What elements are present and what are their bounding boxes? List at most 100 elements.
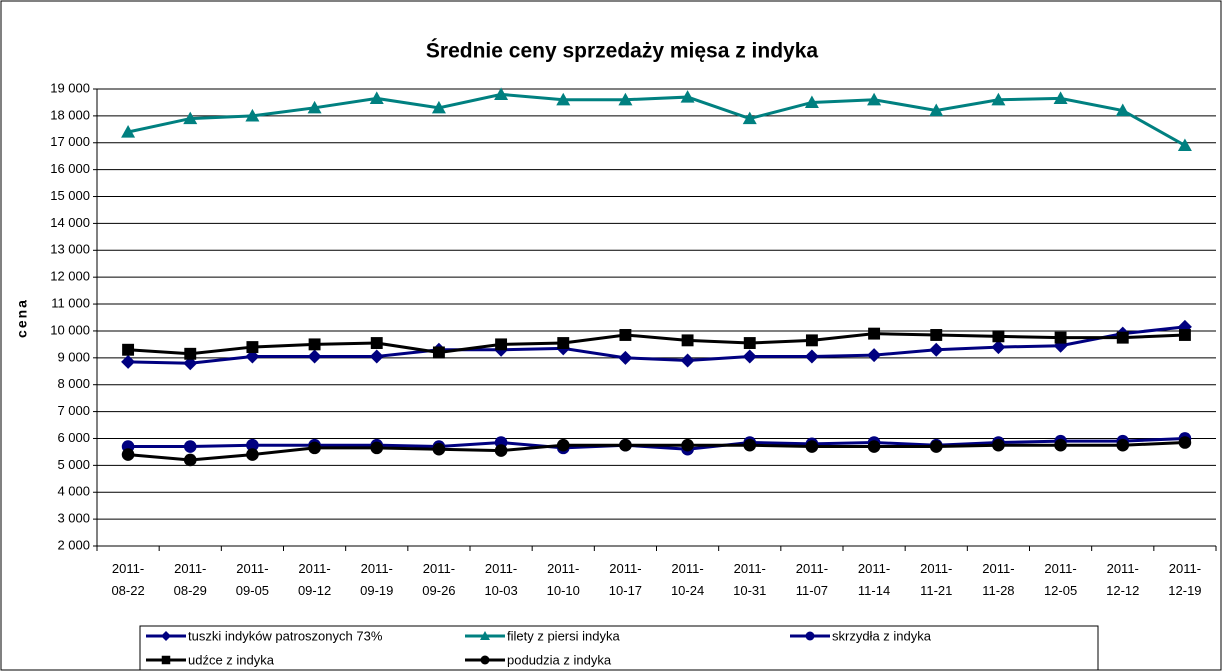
y-tick-label: 4 000 — [57, 484, 90, 499]
marker — [805, 334, 818, 347]
marker — [991, 92, 1006, 106]
marker — [804, 95, 819, 109]
marker — [1178, 329, 1191, 341]
marker — [743, 337, 756, 349]
marker — [991, 340, 1006, 355]
marker — [1116, 438, 1130, 452]
marker — [370, 337, 383, 349]
y-tick-label: 6 000 — [57, 430, 90, 445]
marker — [246, 448, 259, 461]
marker — [1115, 103, 1130, 117]
y-tick-label: 16 000 — [50, 161, 90, 176]
marker — [557, 337, 570, 349]
series-line — [128, 436, 1185, 451]
marker — [246, 341, 259, 354]
y-tick-label: 13 000 — [50, 242, 90, 257]
x-tick-label: 2011-09-19 — [360, 561, 394, 598]
marker — [929, 103, 944, 117]
y-tick-label: 17 000 — [50, 134, 90, 149]
marker — [369, 91, 384, 105]
marker — [122, 343, 135, 356]
y-tick-label: 7 000 — [57, 403, 90, 418]
marker — [867, 440, 881, 453]
series-line — [127, 441, 1185, 462]
marker — [432, 442, 446, 456]
x-tick-label: 2011-10-31 — [733, 561, 767, 598]
marker — [246, 438, 259, 452]
marker — [992, 438, 1005, 452]
x-tick-label: 2011-08-22 — [111, 561, 145, 598]
legend-label: skrzydła z indyka — [832, 628, 932, 643]
marker — [743, 438, 757, 452]
marker — [805, 631, 815, 641]
marker — [370, 441, 384, 455]
y-tick-label: 14 000 — [50, 215, 90, 230]
x-tick-label: 2011-11-07 — [795, 561, 829, 598]
x-tick-label: 2011-12-12 — [1106, 561, 1140, 598]
marker — [183, 440, 197, 453]
x-tick-label: 2011-10-10 — [546, 561, 580, 598]
marker — [929, 342, 944, 357]
marker — [742, 111, 757, 125]
x-tick-label: 2011-09-26 — [422, 561, 456, 598]
x-tick-label: 2011-11-21 — [920, 561, 953, 598]
x-tick-label: 2011-12-05 — [1043, 561, 1078, 598]
marker — [183, 453, 197, 467]
marker — [480, 655, 490, 665]
x-tick-label: 2011-09-05 — [235, 561, 270, 598]
marker — [867, 348, 882, 363]
marker — [245, 108, 260, 122]
marker — [930, 329, 943, 341]
marker — [307, 100, 322, 114]
x-tick-label: 2011-08-29 — [173, 561, 207, 598]
marker — [431, 100, 446, 114]
marker — [992, 330, 1005, 343]
marker — [742, 349, 757, 364]
marker — [369, 349, 384, 364]
marker — [1054, 438, 1067, 452]
legend-box — [139, 625, 1099, 671]
legend-label: filety z piersi indyka — [507, 628, 620, 643]
marker — [619, 329, 632, 341]
marker — [680, 353, 695, 368]
marker — [619, 438, 632, 452]
y-tick-label: 15 000 — [50, 188, 90, 203]
x-tick-label: 2011-10-03 — [484, 561, 518, 598]
y-tick-label: 10 000 — [50, 322, 90, 337]
marker — [161, 655, 171, 665]
x-tick-label: 2011-09-12 — [297, 561, 332, 598]
y-tick-label: 9 000 — [57, 349, 90, 364]
marker — [556, 92, 571, 106]
series-line — [127, 92, 1186, 147]
marker — [681, 438, 694, 452]
y-tick-label: 11 000 — [51, 295, 90, 310]
series-line — [128, 325, 1186, 365]
y-tick-label: 2 000 — [57, 537, 90, 552]
marker — [121, 354, 136, 369]
y-tick-label: 5 000 — [57, 457, 90, 472]
marker — [868, 327, 881, 340]
y-axis-label: cena — [14, 298, 30, 338]
marker — [618, 92, 633, 106]
chart-title: Średnie ceny sprzedaży mięsa z indyka — [426, 39, 819, 63]
marker — [867, 92, 882, 106]
marker — [680, 90, 695, 103]
marker — [494, 87, 509, 100]
marker — [929, 440, 943, 453]
x-tick-label: 2011-10-24 — [670, 561, 705, 598]
marker — [121, 448, 135, 461]
legend-label: udźce z indyka — [188, 652, 275, 667]
marker — [432, 346, 445, 359]
marker — [1116, 331, 1129, 344]
marker — [183, 111, 198, 125]
marker — [556, 438, 570, 452]
x-tick-label: 2011-10-17 — [608, 561, 643, 598]
marker — [1054, 331, 1067, 344]
series-line — [127, 332, 1185, 356]
y-tick-label: 8 000 — [57, 376, 90, 391]
marker — [184, 347, 197, 360]
marker — [495, 338, 508, 351]
marker — [681, 334, 694, 347]
legend-label: tuszki indyków patroszonych 73% — [188, 628, 383, 643]
